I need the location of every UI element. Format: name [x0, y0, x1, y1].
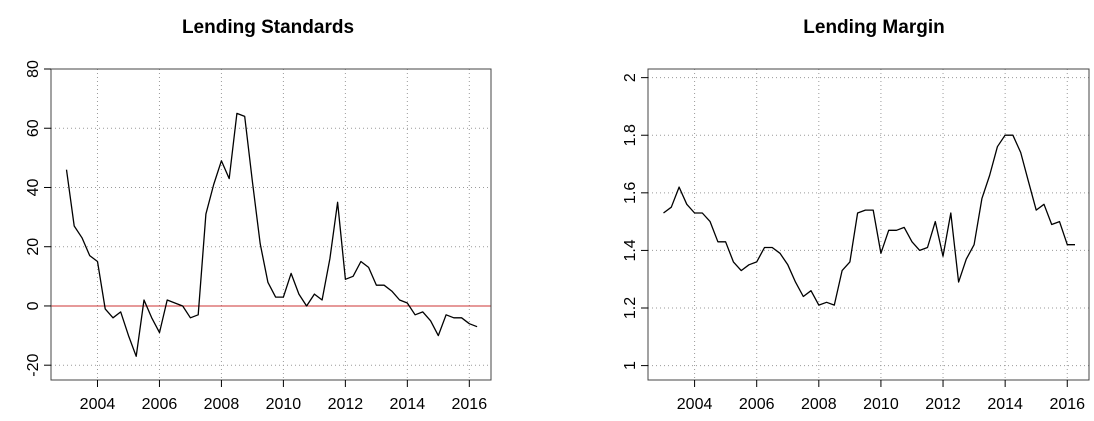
y-tick-label: 60: [25, 119, 42, 137]
lending-standards-panel: Lending Standards 2004 2006 2008 2010 2012 20…: [25, 17, 492, 413]
chart-title: Lending Standards: [182, 17, 354, 38]
x-tick-label: 2016: [452, 396, 488, 413]
y-tick-label: 1.6: [622, 182, 639, 204]
x-tick-label: 2014: [390, 396, 426, 413]
axes-layer: 2004 2006 2008 2010 2012 2014 2016 1 1.2 1.4 1.6 1.…: [622, 68, 1090, 413]
plot-frame: [647, 68, 1090, 381]
y-tick-label: -20: [25, 354, 42, 377]
y-tick-label: 1: [622, 361, 639, 370]
grid-layer: [648, 69, 1089, 380]
axes-layer: 2004 2006 2008 2010 2012 2014 2016 -20 0 20 40 60 80: [25, 60, 492, 413]
x-tick-label: 2012: [328, 396, 364, 413]
y-tick-label: 1.8: [622, 124, 639, 146]
lending-margin-panel: Lending Margin 2004 2006 2008 2010 2012 2014 2…: [622, 17, 1090, 413]
series-line: [65, 112, 478, 357]
series-layer: [663, 134, 1075, 306]
x-tick-label: 2016: [1049, 396, 1085, 413]
grid-layer: [51, 68, 491, 380]
y-tick-label: 40: [25, 178, 42, 196]
x-tick-label: 2008: [204, 396, 240, 413]
plot-frame: [50, 68, 492, 381]
x-tick-label: 2006: [739, 396, 775, 413]
x-tick-label: 2010: [863, 396, 899, 413]
y-tick-label: 0: [25, 301, 42, 310]
x-tick-label: 2008: [801, 396, 837, 413]
y-tick-label: 80: [25, 60, 42, 78]
x-tick-label: 2012: [925, 396, 961, 413]
y-tick-label: 1.4: [622, 239, 639, 261]
y-tick-label: 2: [622, 73, 639, 82]
x-tick-label: 2004: [677, 396, 713, 413]
y-tick-label: 1.2: [622, 297, 639, 319]
chart-title: Lending Margin: [803, 17, 944, 38]
y-tick-label: 20: [25, 238, 42, 256]
x-tick-label: 2010: [266, 396, 302, 413]
series-layer: [65, 112, 478, 357]
x-tick-label: 2006: [142, 396, 178, 413]
x-tick-label: 2014: [987, 396, 1023, 413]
series-line: [663, 134, 1075, 306]
x-tick-label: 2004: [80, 396, 116, 413]
